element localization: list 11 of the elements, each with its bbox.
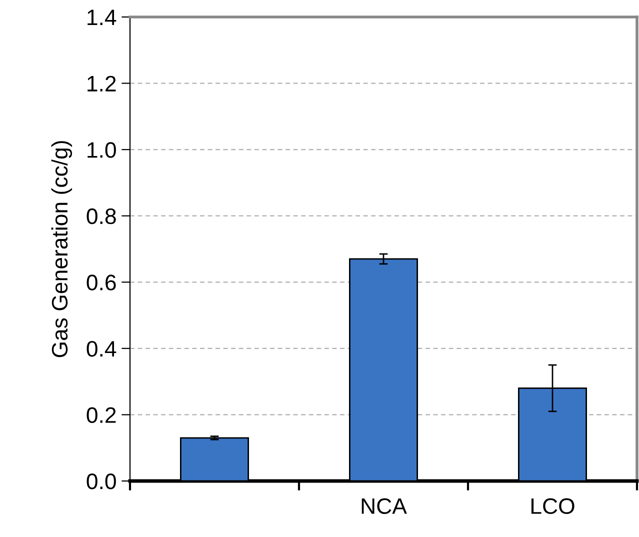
x-tick-label: NCA [362, 498, 407, 514]
y-tick-label: 1.4 [88, 10, 116, 26]
y-tick-label: 0.8 [86, 208, 116, 224]
y-tick-label: 0.0 [86, 474, 116, 490]
y-tick-label: 0.6 [86, 274, 116, 290]
y-axis-title: Gas Generation (cc/g) [51, 141, 72, 358]
y-tick-label: 1.2 [88, 76, 116, 92]
y-tick-label: 0.2 [86, 407, 116, 423]
x-tick-label: LCO [531, 498, 574, 514]
y-tick-label: 0.4 [86, 340, 116, 357]
y-tick-label: 1.0 [88, 142, 116, 158]
